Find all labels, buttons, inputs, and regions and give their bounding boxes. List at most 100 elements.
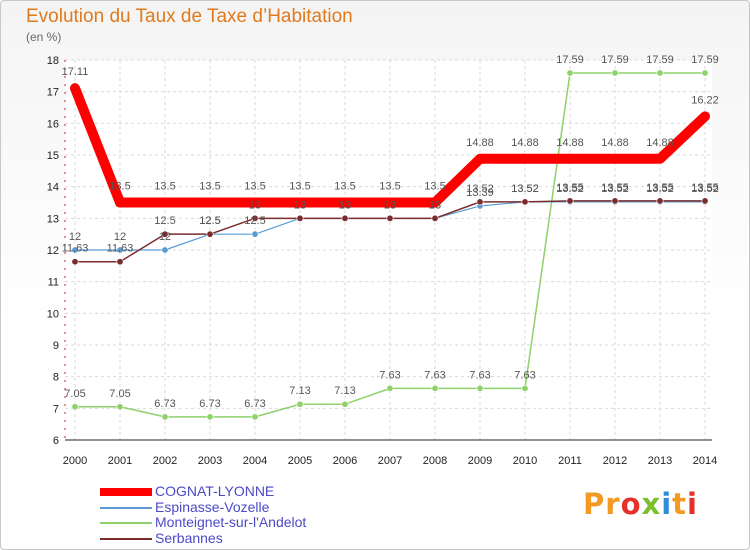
data-label: 13.5: [199, 181, 220, 193]
x-tick-label: 2005: [288, 455, 312, 467]
y-tick-label: 17: [47, 87, 59, 99]
data-label: 13.52: [646, 183, 674, 195]
data-label: 7.13: [334, 385, 355, 397]
data-label: 17.59: [646, 54, 674, 66]
y-tick-label: 6: [53, 435, 59, 447]
data-label: 13.5: [244, 181, 265, 193]
data-label: 13.5: [154, 181, 175, 193]
series-layer: [70, 69, 710, 421]
x-tick-label: 2011: [558, 455, 582, 467]
y-tick-label: 14: [47, 182, 59, 194]
data-label: 13: [294, 199, 306, 211]
data-label: 13.5: [109, 181, 130, 193]
data-label: 13: [294, 199, 306, 211]
data-label: 11.63: [62, 243, 89, 255]
data-label: 13.52: [511, 183, 539, 195]
data-label: 13.55: [601, 182, 629, 194]
data-point: [656, 197, 664, 205]
data-point: [251, 214, 259, 222]
data-label: 13.52: [511, 183, 539, 195]
data-label: 17.11: [62, 66, 89, 78]
legend-label-3: Serbannes: [155, 530, 223, 546]
data-label: 13.39: [466, 187, 494, 199]
data-label: 7.63: [424, 369, 445, 381]
data-label: 13: [249, 199, 261, 211]
data-label: 14.88: [601, 137, 629, 149]
grid: [65, 59, 712, 441]
data-point: [71, 403, 79, 411]
data-point: [431, 214, 439, 222]
x-tick-label: 2003: [198, 455, 222, 467]
y-tick-label: 16: [47, 118, 59, 130]
data-point: [521, 198, 529, 206]
x-tick-label: 2007: [378, 455, 402, 467]
data-point: [251, 413, 259, 421]
data-point: [611, 69, 619, 77]
data-label: 12.5: [244, 215, 265, 227]
data-label: 17.59: [691, 54, 719, 66]
data-label: 13: [339, 199, 351, 211]
data-point: [116, 403, 124, 411]
data-label: 13.55: [556, 182, 584, 194]
data-label: 12: [114, 231, 126, 243]
data-point: [521, 384, 529, 392]
data-point: [341, 400, 349, 408]
data-label: 12: [159, 231, 171, 243]
data-label: 13: [339, 199, 351, 211]
data-label: 13.55: [691, 182, 719, 194]
data-label: 17.59: [601, 54, 629, 66]
x-tick-label: 2010: [513, 455, 537, 467]
data-label: 6.73: [244, 398, 265, 410]
data-label: 13.55: [646, 182, 674, 194]
data-point: [206, 230, 214, 238]
legend-label-0: COGNAT-LYONNE: [155, 483, 275, 499]
data-label: 12: [69, 231, 81, 243]
data-point: [71, 258, 79, 266]
legend-label-1: Espinasse-Vozelle: [155, 499, 270, 515]
data-point: [476, 384, 484, 392]
chart-title: Evolution du Taux de Taxe d’Habitation: [26, 6, 353, 27]
data-label: 13.52: [691, 183, 719, 195]
legend: [100, 488, 152, 540]
data-label: 13.5: [379, 181, 400, 193]
data-label: 16.22: [691, 94, 719, 106]
x-tick-label: 2000: [63, 455, 87, 467]
data-label: 6.73: [199, 398, 220, 410]
data-point: [386, 384, 394, 392]
data-point: [206, 413, 214, 421]
data-point: [656, 69, 664, 77]
y-tick-label: 10: [47, 308, 59, 320]
data-label: 13.5: [289, 181, 310, 193]
data-point: [71, 246, 79, 254]
x-tick-label: 2002: [153, 455, 177, 467]
data-label: 12.5: [154, 215, 175, 227]
data-label: 13: [429, 199, 441, 211]
y-tick-label: 11: [48, 277, 59, 289]
data-point: [701, 197, 709, 205]
x-tick-label: 2001: [108, 455, 132, 467]
data-label: 14.88: [556, 137, 584, 149]
data-point: [161, 246, 169, 254]
data-label: 6.73: [154, 398, 175, 410]
x-tick-label: 2008: [423, 455, 447, 467]
data-label: 14.88: [466, 137, 494, 149]
y-tick-label: 12: [47, 245, 59, 257]
data-point: [566, 69, 574, 77]
data-label: 17.59: [556, 54, 584, 66]
data-labels: 17.11 13.5 13.5 13.5 13.5 13.5 13.5 13.5 13.5 14.…: [62, 54, 719, 410]
data-point: [116, 246, 124, 254]
data-label: 7.05: [109, 388, 130, 400]
y-tick-label: 9: [53, 340, 59, 352]
data-point: [116, 258, 124, 266]
data-label: 13: [429, 199, 441, 211]
data-point: [161, 413, 169, 421]
axes: 6 7 8 9 10 11 12 13 14 15 16 17 18 2000 2001 2002 2003 20…: [47, 55, 717, 467]
data-label: 13.52: [556, 183, 584, 195]
data-point: [386, 214, 394, 222]
data-label: 12.5: [199, 215, 220, 227]
x-tick-label: 2012: [603, 455, 627, 467]
data-point: [566, 197, 574, 205]
data-label: 13.5: [334, 181, 355, 193]
plot-area: [65, 60, 712, 440]
